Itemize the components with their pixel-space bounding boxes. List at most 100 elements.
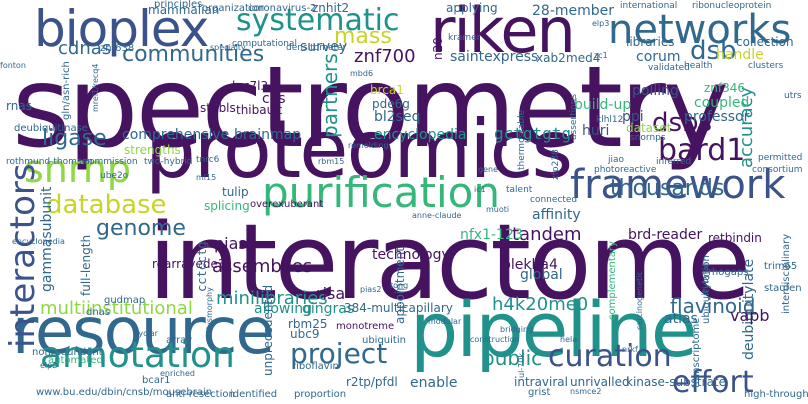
- word-overexuberant: overexuberant: [250, 199, 324, 210]
- word-bcar1: bcar1: [142, 375, 171, 386]
- word-splicing: splicing: [204, 199, 250, 213]
- word-ppi: ppi: [622, 109, 644, 125]
- word-saintexpress: saintexpress: [450, 49, 539, 65]
- word-annotation: annotation: [40, 335, 235, 376]
- word-proportion: proportion: [294, 389, 347, 400]
- word-cctcctg: cctcctg: [195, 241, 209, 292]
- word-networks: networks: [608, 7, 792, 53]
- word-klhl12: klhl12: [596, 115, 624, 125]
- word-partners: partners: [318, 53, 342, 138]
- word-dnas: dnas: [86, 307, 111, 318]
- word-comprehensive: comprehensive: [122, 127, 230, 143]
- word-tnrc6: tnrc6: [196, 155, 220, 165]
- word-cyclar: cyclar: [134, 329, 158, 338]
- word-hela: hela: [560, 335, 578, 344]
- word-permitted: permitted: [758, 153, 803, 163]
- word-snrnp: snrnp: [24, 147, 132, 191]
- word-corum: corum: [636, 49, 681, 65]
- word-nonredundant: nonredundant: [32, 347, 103, 358]
- word-rbm15: rbm15: [318, 157, 345, 166]
- word-dysmorphy: dysmorphy: [205, 287, 214, 332]
- word-full-length: full-length: [79, 234, 93, 296]
- word-carcinogenetic: carcinogenetic: [635, 271, 644, 330]
- word-consortium: consortium: [752, 165, 803, 175]
- word-gctgtgtg: gctgtgtg: [494, 124, 572, 143]
- word-znf638: znf638: [100, 43, 135, 54]
- word-construction: construction: [470, 335, 520, 344]
- word-project: project: [290, 337, 388, 370]
- word-thousands: thousands: [610, 176, 725, 201]
- word-monotreme: monotreme: [336, 321, 395, 332]
- word-all-by-all: all-by-all: [701, 261, 710, 296]
- word-cdnas: cdnas: [58, 38, 112, 59]
- word-collection: collection: [736, 35, 794, 49]
- word-spectrometry: spectrometry: [12, 43, 729, 173]
- word-r2tp-pfdl: r2tp/pfdl: [346, 375, 398, 389]
- word-rearrayede3: rearrayede3: [152, 257, 226, 271]
- word-organization: organization: [202, 3, 265, 14]
- word-muoti: muoti: [486, 205, 510, 214]
- word-ml15: ml15: [196, 173, 217, 182]
- word-specialty: specialty: [210, 43, 246, 52]
- word-thibault: thibault: [236, 103, 283, 117]
- word-connected: connected: [530, 195, 578, 205]
- word-fonton: fonton: [0, 61, 26, 70]
- word-vapb: vapb: [730, 306, 770, 325]
- word-international: international: [620, 1, 678, 11]
- word-brca1: brca1: [370, 83, 404, 97]
- word-flavinoid: flavinoid: [670, 294, 756, 318]
- word-28-member: 28-member: [532, 3, 615, 19]
- word-gudmap: gudmap: [104, 295, 146, 306]
- word-complementary: complementary: [607, 241, 618, 320]
- word-bioplex: bioplex: [34, 0, 209, 58]
- word-libraries: libraries: [626, 35, 675, 49]
- word-enable: enable: [410, 375, 458, 391]
- word-tong: tong: [390, 281, 409, 290]
- word-tulip: tulip: [222, 185, 249, 199]
- word-intraviral: intraviral: [514, 375, 568, 389]
- word-automated: automated: [48, 355, 103, 366]
- word-cas: cas: [262, 91, 286, 107]
- word-assemblies: assemblies: [212, 256, 313, 277]
- word-global: global: [520, 267, 563, 283]
- word-principles: principles: [154, 0, 203, 10]
- word-validated: validated: [648, 63, 690, 73]
- word-h4k20me0: h4k20me0: [492, 294, 589, 315]
- word-health: health: [684, 61, 713, 71]
- word-www: www.bu.edu/dbin/cnsb/mousebrain: [36, 387, 213, 398]
- word-xab2: xab2: [536, 51, 566, 65]
- word-public: public: [482, 346, 543, 370]
- word-rhogaps: rhogaps: [708, 267, 749, 278]
- word-elp2: elp2: [40, 361, 58, 370]
- word-nfx1-123: nfx1-123: [460, 227, 523, 243]
- word-huri: huri: [582, 123, 610, 139]
- word-resource: resource: [12, 295, 275, 369]
- word-proteomics: proteomics: [145, 103, 573, 196]
- word-polling: polling: [632, 83, 679, 99]
- word-build-up: build-up: [574, 97, 632, 113]
- word-pipeline: pipeline: [410, 285, 698, 374]
- word-two-hybrid: two-hybrid: [144, 157, 193, 167]
- word-mammalian: mammalian: [148, 3, 220, 17]
- word-interactome: interactome: [148, 201, 751, 323]
- word-ribonucleoprotein: ribonucleoprotein: [692, 1, 772, 11]
- word-zc1: zc1: [594, 51, 608, 60]
- word-enriched: enriched: [160, 369, 195, 378]
- word-minilibraries: minilibraries: [216, 288, 328, 309]
- word-computational: computational: [232, 39, 297, 49]
- word-remolding: remolding: [348, 141, 389, 150]
- word-transcriptome: transcriptome: [691, 317, 702, 388]
- word-mbd6: mbd6: [350, 69, 374, 78]
- word-encyclopedia-small: encyclopedia: [12, 237, 65, 246]
- word-coronavirus-2: coronavirus-2: [248, 3, 317, 14]
- word-modular: modular: [428, 317, 462, 326]
- word-interdisciplinary: interdisciplinary: [781, 233, 792, 314]
- word-purification: purification: [262, 168, 500, 217]
- word-survey: survey: [300, 39, 348, 55]
- word-photoreactive: photoreactive: [594, 165, 657, 175]
- word-brainmap: brainmap: [234, 127, 302, 143]
- word-grist: grist: [528, 387, 551, 398]
- word-snornps: snornps: [630, 133, 666, 143]
- word-talent: talent: [506, 185, 533, 195]
